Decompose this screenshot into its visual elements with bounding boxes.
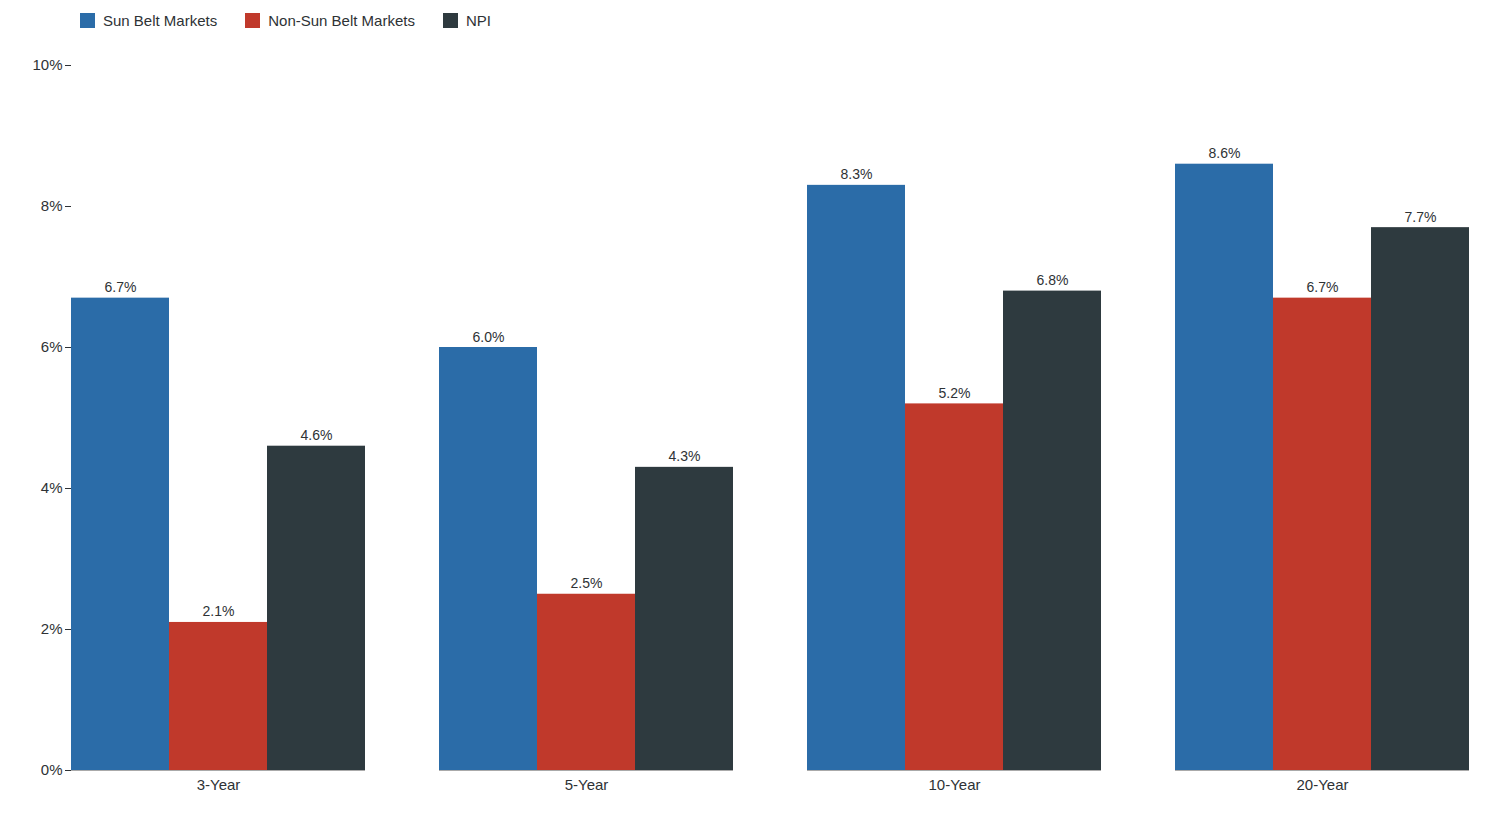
svg-text:5-Year: 5-Year [565,776,609,793]
svg-text:6.0%: 6.0% [473,329,505,345]
svg-text:4%: 4% [41,479,63,496]
svg-text:6.8%: 6.8% [1037,272,1069,288]
svg-text:10-Year: 10-Year [929,776,981,793]
html-text:NPI: NPI [466,12,491,29]
svg-text:8.6%: 8.6% [1209,145,1241,161]
svg-text:8.3%: 8.3% [841,166,873,182]
html-text:Non-Sun Belt Markets: Non-Sun Belt Markets [268,12,415,29]
svg-text:3-Year: 3-Year [197,776,241,793]
svg-text:8%: 8% [41,197,63,214]
svg-text:20-Year: 20-Year [1297,776,1349,793]
svg-text:10%: 10% [32,56,62,73]
svg-text:7.7%: 7.7% [1405,209,1437,225]
svg-text:6%: 6% [41,338,63,355]
svg-text:2.1%: 2.1% [203,603,235,619]
svg-text:6.7%: 6.7% [1307,279,1339,295]
svg-text:4.3%: 4.3% [669,448,701,464]
svg-text:6.7%: 6.7% [105,279,137,295]
svg-text:0%: 0% [41,761,63,778]
svg-text:5.2%: 5.2% [939,385,971,401]
svg-text:2.5%: 2.5% [571,575,603,591]
svg-text:4.6%: 4.6% [301,427,333,443]
svg-text:2%: 2% [41,620,63,637]
html-text:Sun Belt Markets: Sun Belt Markets [103,12,218,29]
